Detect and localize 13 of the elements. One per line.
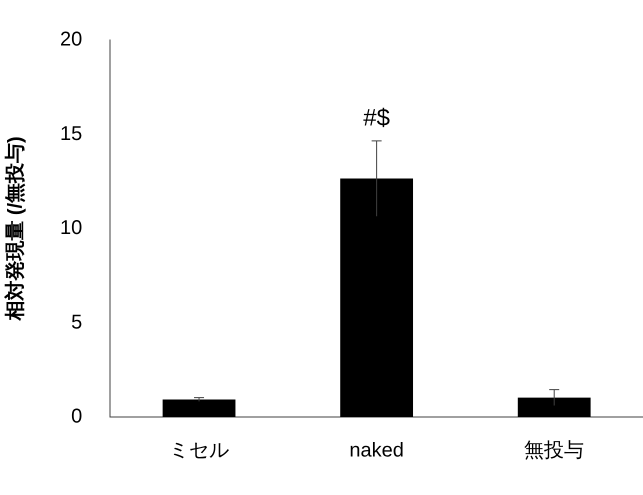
y-tick-label: 0 bbox=[71, 406, 82, 428]
annotation: #$ bbox=[363, 104, 390, 132]
y-tick-label: 15 bbox=[60, 122, 82, 145]
bar bbox=[518, 398, 591, 417]
y-axis-title: 相対発現量 (/無投与) bbox=[4, 136, 27, 322]
x-tick-label: ミセル bbox=[169, 440, 230, 462]
y-tick-label: 10 bbox=[60, 217, 82, 240]
y-tick-label: 20 bbox=[60, 28, 82, 51]
bar bbox=[162, 399, 236, 417]
y-tick-label: 5 bbox=[71, 311, 82, 334]
x-tick-label: naked bbox=[349, 440, 404, 462]
x-tick-label: 無投与 bbox=[524, 440, 584, 462]
bar bbox=[340, 178, 414, 417]
